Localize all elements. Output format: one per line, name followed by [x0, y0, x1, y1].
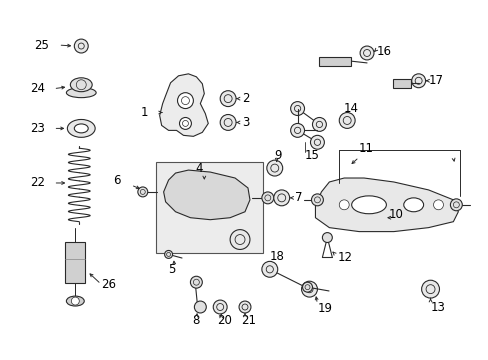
Text: 25: 25 [34, 39, 48, 51]
Circle shape [164, 251, 172, 258]
Ellipse shape [403, 198, 423, 212]
Polygon shape [163, 170, 249, 220]
Text: 20: 20 [217, 314, 232, 327]
Circle shape [194, 301, 206, 313]
Circle shape [179, 117, 191, 129]
Circle shape [262, 261, 277, 277]
Text: 21: 21 [241, 314, 256, 327]
Circle shape [71, 297, 79, 305]
Text: 8: 8 [192, 314, 200, 327]
Circle shape [433, 200, 443, 210]
Bar [319, 57, 350, 66]
Text: 14: 14 [343, 102, 358, 115]
Circle shape [190, 276, 202, 288]
Text: 9: 9 [273, 149, 281, 162]
Text: 26: 26 [101, 278, 116, 291]
Circle shape [301, 281, 317, 297]
Ellipse shape [70, 78, 92, 92]
Circle shape [322, 233, 332, 243]
Circle shape [239, 301, 250, 313]
Text: 22: 22 [30, 176, 44, 189]
Text: 11: 11 [358, 142, 373, 155]
Ellipse shape [66, 88, 96, 98]
Text: 16: 16 [376, 45, 391, 58]
Circle shape [302, 282, 312, 292]
Circle shape [262, 192, 273, 204]
Circle shape [311, 194, 323, 206]
Text: 12: 12 [337, 251, 351, 264]
Ellipse shape [351, 196, 386, 214]
Circle shape [359, 46, 373, 60]
Text: 3: 3 [242, 116, 249, 129]
Circle shape [290, 102, 304, 116]
Circle shape [290, 123, 304, 137]
Circle shape [273, 190, 289, 206]
Circle shape [220, 91, 236, 107]
Text: 13: 13 [429, 301, 445, 314]
Polygon shape [315, 178, 457, 231]
Text: 18: 18 [269, 250, 284, 263]
Bar [65, 242, 85, 283]
Circle shape [74, 39, 88, 53]
Text: 15: 15 [304, 149, 319, 162]
Polygon shape [160, 74, 208, 136]
Text: 23: 23 [30, 122, 44, 135]
Circle shape [138, 187, 147, 197]
Circle shape [177, 93, 193, 109]
Circle shape [411, 74, 425, 88]
Text: 24: 24 [30, 82, 44, 95]
Circle shape [339, 113, 354, 129]
Text: 17: 17 [427, 74, 443, 87]
Circle shape [230, 230, 249, 249]
Text: 4: 4 [195, 162, 203, 175]
Text: 19: 19 [317, 302, 332, 315]
Circle shape [266, 160, 282, 176]
Text: 7: 7 [294, 192, 302, 204]
Text: 2: 2 [242, 92, 249, 105]
Circle shape [312, 117, 325, 131]
Text: 10: 10 [388, 208, 403, 221]
Ellipse shape [67, 120, 95, 137]
Circle shape [421, 280, 439, 298]
Circle shape [339, 200, 348, 210]
Circle shape [449, 199, 461, 211]
Bar [155, 162, 263, 253]
Text: 1: 1 [141, 106, 148, 119]
Bar [392, 79, 410, 88]
Circle shape [220, 114, 236, 130]
Text: 6: 6 [113, 174, 120, 186]
Circle shape [310, 135, 324, 149]
Ellipse shape [66, 296, 84, 306]
Text: 5: 5 [168, 263, 176, 276]
Circle shape [213, 300, 226, 314]
Ellipse shape [74, 124, 88, 133]
